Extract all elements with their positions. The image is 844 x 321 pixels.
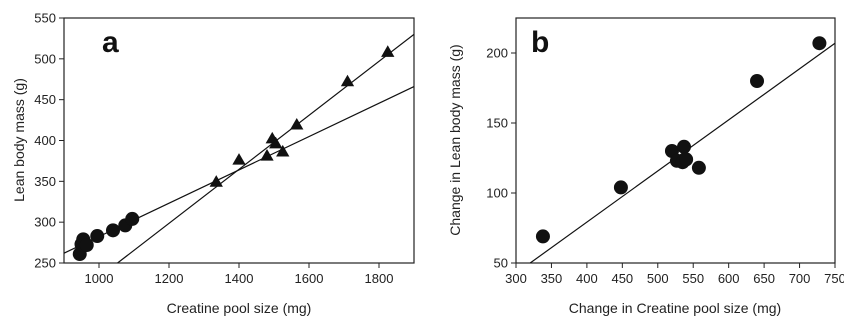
x-axis-title-a: Creatine pool size (mg) <box>167 300 312 316</box>
x-tick-label-b: 300 <box>505 271 527 286</box>
data-point-circle-b <box>812 36 827 51</box>
y-axis-title-b: Change in Lean body mass (g) <box>447 44 463 235</box>
x-tick-label-b: 500 <box>647 271 669 286</box>
y-tick-label-b: 150 <box>486 116 508 131</box>
x-tick-label-b: 400 <box>576 271 598 286</box>
x-tick-label-b: 700 <box>789 271 811 286</box>
x-tick-label-a: 1400 <box>225 271 254 286</box>
x-tick-label-b: 600 <box>718 271 740 286</box>
data-point-circle-b <box>535 229 550 244</box>
panel-b: b 300 350 400 450 500 550 600 650 700 750 50 100 15… <box>447 17 844 316</box>
x-tick-label-b: 550 <box>682 271 704 286</box>
y-tick-label-b: 200 <box>486 46 508 61</box>
x-tick-label-b: 650 <box>753 271 775 286</box>
x-tick-label-a: 1000 <box>85 271 114 286</box>
x-tick-label-b: 450 <box>611 271 633 286</box>
data-point-circle-b <box>691 160 706 175</box>
regression-line-a-2 <box>117 33 414 263</box>
data-point-triangle-a <box>232 153 246 165</box>
y-tick-label-b: 50 <box>494 256 508 271</box>
panel-label-b: b <box>531 26 549 59</box>
y-axis-title-a: Lean body mass (g) <box>11 78 27 202</box>
y-tick-label-a: 250 <box>34 256 56 271</box>
y-tick-label-a: 400 <box>34 133 56 148</box>
panel-a: a 1000 1200 1400 1600 1800 250 300 350 400 450 50… <box>11 11 415 316</box>
data-point-circle-a <box>125 211 140 226</box>
data-point-circle-b <box>679 152 694 167</box>
y-ticks-b: 50 100 150 200 <box>486 46 516 271</box>
data-layer-a <box>64 33 414 263</box>
x-tick-label-b: 750 <box>824 271 844 286</box>
data-layer-b <box>529 36 835 263</box>
data-point-circle-b <box>677 139 692 154</box>
x-tick-label-a: 1600 <box>295 271 324 286</box>
y-tick-label-a: 350 <box>34 174 56 189</box>
data-point-circle-b <box>613 180 628 195</box>
y-tick-label-a: 300 <box>34 215 56 230</box>
y-tick-label-a: 550 <box>34 11 56 26</box>
data-point-triangle-a <box>290 117 304 130</box>
x-tick-label-b: 350 <box>541 271 563 286</box>
data-point-circle-b <box>750 74 765 88</box>
x-ticks-a: 1000 1200 1400 1600 1800 <box>85 263 394 286</box>
data-point-triangle-a <box>260 149 274 161</box>
x-ticks-b: 300 350 400 450 500 550 600 650 700 750 <box>505 263 844 286</box>
plot-area-b <box>515 17 836 264</box>
y-tick-label-a: 450 <box>34 92 56 107</box>
data-point-circle-a <box>90 229 105 244</box>
data-point-triangle-a <box>276 144 290 157</box>
data-point-triangle-a <box>209 175 223 187</box>
panel-label-a: a <box>102 26 119 59</box>
data-point-triangle-a <box>381 45 395 57</box>
y-tick-label-a: 500 <box>34 51 56 66</box>
y-tick-label-b: 100 <box>486 186 508 201</box>
x-axis-title-b: Change in Creatine pool size (mg) <box>569 300 781 316</box>
y-ticks-a: 250 300 350 400 450 500 550 <box>34 11 64 271</box>
x-tick-label-a: 1200 <box>155 271 184 286</box>
data-point-triangle-a <box>269 136 283 149</box>
x-tick-label-a: 1800 <box>365 271 394 286</box>
data-point-triangle-a <box>340 74 355 87</box>
data-point-circle-a <box>106 223 120 238</box>
data-point-circle-a <box>79 238 94 253</box>
